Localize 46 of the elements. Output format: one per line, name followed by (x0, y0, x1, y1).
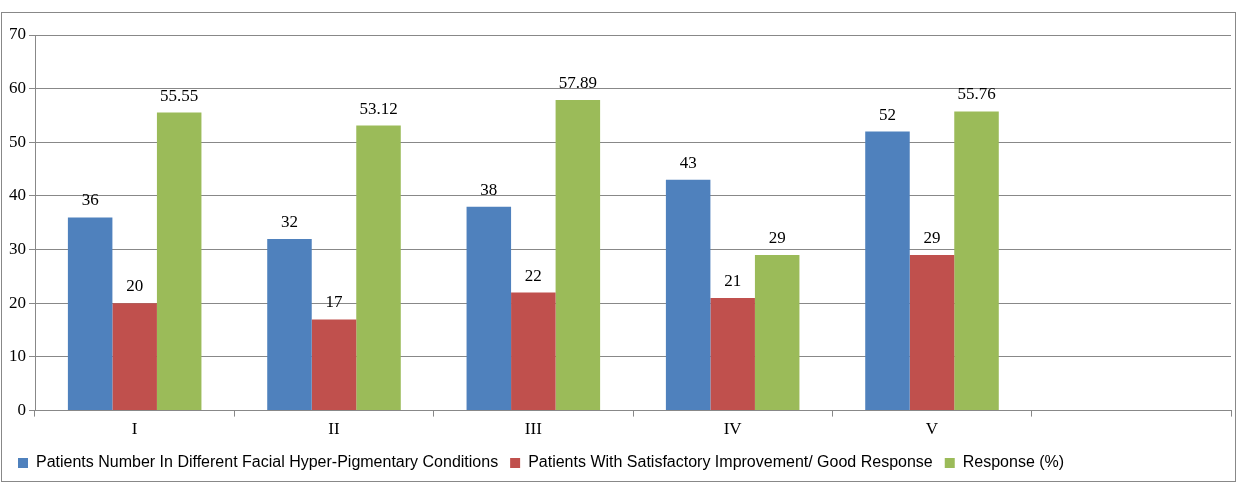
data-label: 17 (325, 292, 343, 312)
bar (112, 303, 157, 411)
bar (356, 125, 401, 411)
y-tick-label: 40 (9, 185, 26, 205)
legend-label: Patients With Satisfactory Improvement/ Good Response (528, 453, 933, 471)
y-tick-label: 10 (9, 346, 26, 366)
bar (156, 112, 202, 411)
data-label: 21 (724, 270, 742, 290)
y-tick-label: 50 (9, 131, 26, 151)
y-tick-label: 20 (9, 292, 26, 312)
x-tick-label: IV (723, 419, 743, 439)
data-label: 55.55 (160, 85, 199, 105)
bar (555, 99, 601, 411)
data-label: 22 (524, 265, 542, 285)
bar (466, 206, 512, 411)
y-tick-label: 30 (9, 239, 26, 259)
data-label: 29 (768, 227, 786, 247)
y-tick-label: 70 (9, 24, 26, 44)
data-label: 55.76 (957, 84, 996, 104)
data-label: 43 (679, 152, 697, 172)
bar (710, 297, 755, 411)
data-label: 52 (878, 104, 896, 124)
bar (67, 217, 113, 411)
bar (311, 319, 357, 411)
x-tick-label: I (131, 419, 138, 439)
data-label: 20 (126, 276, 144, 296)
y-tick-label: 60 (9, 78, 26, 98)
y-tick-label: 0 (17, 400, 26, 420)
data-label: 29 (923, 227, 941, 247)
data-label: 53.12 (359, 98, 398, 118)
data-label: 32 (280, 211, 298, 231)
bar (665, 179, 711, 411)
bar (511, 292, 556, 411)
x-tick-label: V (925, 419, 939, 439)
data-label: 57.89 (558, 72, 597, 92)
bar (865, 131, 910, 411)
bar (909, 254, 955, 411)
bar (267, 238, 312, 411)
data-label: 36 (81, 190, 99, 210)
data-label: 38 (480, 179, 498, 199)
bar (754, 254, 800, 411)
x-tick-label: III (524, 419, 543, 439)
legend-label: Response (%) (962, 453, 1065, 471)
legend-label: Patients Number In Different Facial Hyper-Pigmentary Conditions (36, 453, 499, 471)
bar (954, 111, 999, 411)
x-tick-label: II (328, 419, 340, 439)
